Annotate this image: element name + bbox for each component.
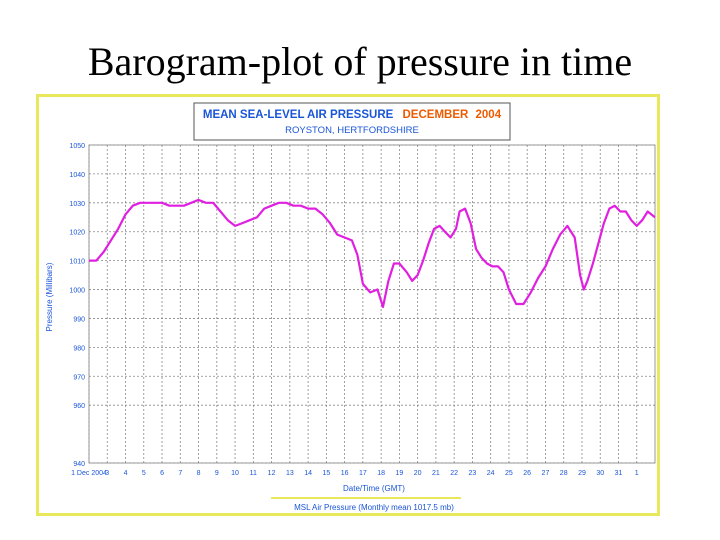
y-tick-label: 1000 <box>69 288 85 295</box>
x-tick-label: 4 <box>124 470 128 477</box>
x-tick-label: 11 <box>250 470 257 477</box>
chart-frame: 1050 1040 1030 1020 1010 1000 990 980 970 960 940 … <box>36 94 660 516</box>
x-tick-label: 21 <box>432 470 440 477</box>
x-tick-label: 18 <box>377 470 385 477</box>
pressure-series-line <box>89 198 656 308</box>
x-tick-label: 7 <box>178 470 182 477</box>
y-tick-label: 1010 <box>69 259 85 266</box>
plot-area-border <box>88 144 656 464</box>
x-tick-label: 5 <box>142 470 146 477</box>
y-tick-label: 980 <box>73 345 85 352</box>
slide-title: Barogram-plot of pressure in time <box>87 39 633 84</box>
y-axis-label: Pressure (Millibars) <box>45 262 54 331</box>
x-tick-label: 29 <box>578 470 586 477</box>
chart-subtitle: ROYSTON, HERTFORDSHIRE <box>285 125 419 136</box>
chart-title-box <box>193 102 511 141</box>
x-tick-label: 17 <box>359 470 367 477</box>
y-tick-label: 1030 <box>69 201 85 208</box>
x-tick-label: 30 <box>596 470 604 477</box>
x-tick-label: 26 <box>523 470 531 477</box>
y-tick-label: 970 <box>73 374 85 381</box>
x-tick-label: 16 <box>341 470 349 477</box>
x-tick-label: 10 <box>231 470 239 477</box>
x-tick-label: 19 <box>395 470 403 477</box>
x-tick-label: 28 <box>560 470 568 477</box>
x-tick-label: 12 <box>268 470 276 477</box>
x-tick-label: 8 <box>197 470 201 477</box>
x-axis-label: Date/Time (GMT) <box>343 484 405 493</box>
x-tick-label: 22 <box>450 470 458 477</box>
x-tick-label: 3 <box>105 470 109 477</box>
x-tick-label: 1 <box>635 470 639 477</box>
barogram-chart: 105010401030102010101000990980970960940 … <box>45 102 656 512</box>
y-tick-label: 960 <box>73 403 85 410</box>
x-tick-label: 31 <box>615 470 623 477</box>
y-tick-labels: 1050 1040 1030 1020 1010 1000 990 980 970 960 940 <box>69 143 85 468</box>
grid-layer <box>88 144 656 464</box>
y-tick-label: 990 <box>73 316 85 323</box>
x-tick-label: 23 <box>469 470 477 477</box>
x-tick-label: 1 Dec 2004 <box>71 470 107 477</box>
y-tick-label: 1020 <box>69 230 85 237</box>
x-tick-label: 9 <box>215 470 219 477</box>
y-tick-label: 1050 <box>69 143 85 150</box>
x-tick-label: 6 <box>160 470 164 477</box>
x-tick-label: 27 <box>542 470 550 477</box>
chart-title: MEAN SEA-LEVEL AIR PRESSURE DECEMBER 200… <box>203 109 502 121</box>
y-tick-label: 940 <box>73 461 85 468</box>
x-tick-label: 13 <box>286 470 294 477</box>
x-tick-label: 20 <box>414 470 422 477</box>
x-tick-label: 15 <box>322 470 330 477</box>
legend-entry: MSL Air Pressure (Monthly mean 1017.5 mb… <box>294 503 454 512</box>
x-tick-label: 14 <box>304 470 312 477</box>
x-tick-label: 25 <box>505 470 513 477</box>
x-tick-label: 24 <box>487 470 495 477</box>
y-tick-label: 1040 <box>69 172 85 179</box>
